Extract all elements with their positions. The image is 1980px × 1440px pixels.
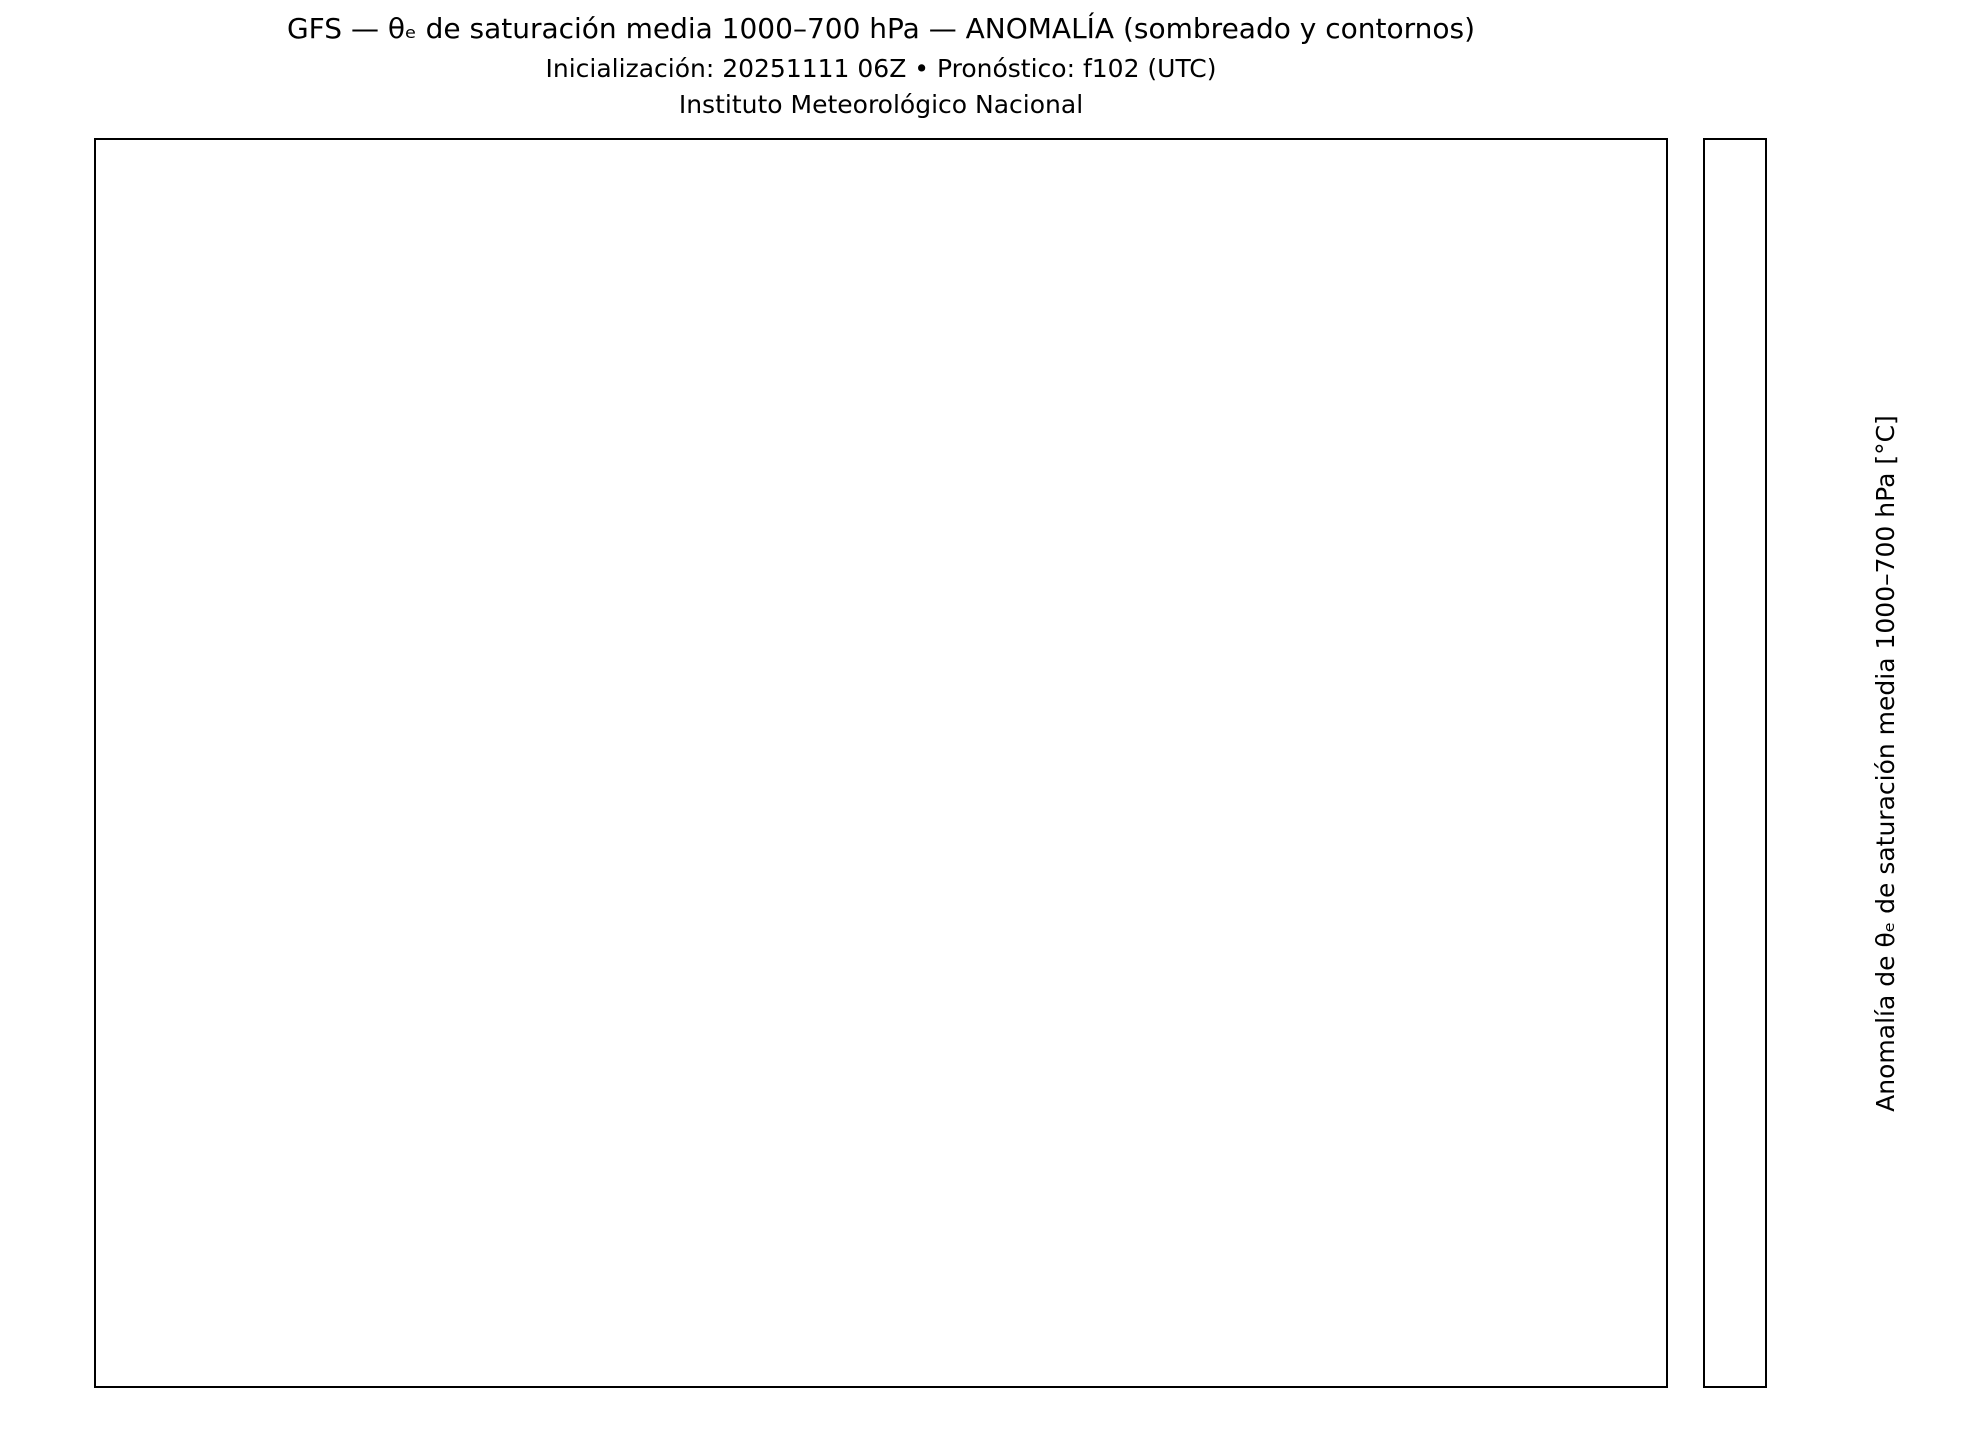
colorbar-label: Anomalía de θₑ de saturación media 1000–… — [1870, 414, 1900, 1112]
colorbar-label-wrap: Anomalía de θₑ de saturación media 1000–… — [1862, 140, 1908, 1386]
title-main: GFS — θₑ de saturación media 1000–700 hP… — [286, 12, 1476, 45]
figure-titles: GFS — θₑ de saturación media 1000–700 hP… — [96, 12, 1666, 126]
map-canvas — [96, 140, 1666, 1386]
colorbar — [1705, 140, 1765, 1386]
title-institute: Instituto Meteorológico Nacional — [678, 90, 1084, 119]
title-init-forecast: Inicialización: 20251111 06Z • Pronóstic… — [545, 54, 1217, 83]
